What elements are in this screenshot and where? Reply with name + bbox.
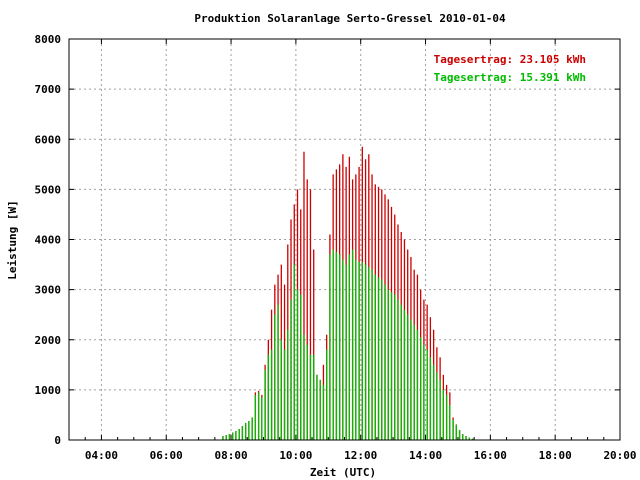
x-tick-label: 16:00 [474,449,507,462]
x-tick-label: 20:00 [603,449,636,462]
y-tick-label: 5000 [35,183,62,196]
y-tick-label: 3000 [35,284,62,297]
y-tick-label: 0 [54,434,61,447]
y-tick-label: 1000 [35,384,62,397]
x-tick-label: 06:00 [150,449,183,462]
axis-ticks: 0 1000 2000 3000 4000 5000 6000 7000 8000 04:00 06… [35,33,637,462]
x-tick-label: 18:00 [539,449,572,462]
x-tick-label: 10:00 [279,449,312,462]
x-tick-label: 04:00 [85,449,118,462]
x-tick-label: 12:00 [344,449,377,462]
x-tick-label: 14:00 [409,449,442,462]
legend-entry-1: Tagesertrag: 23.105 kWh [434,53,586,66]
y-tick-label: 6000 [35,133,62,146]
grid-lines [69,39,620,440]
x-axis-label: Zeit (UTC) [310,466,376,479]
y-tick-label: 7000 [35,83,62,96]
bar-series [222,146,474,440]
y-tick-label: 4000 [35,234,62,247]
y-tick-label: 8000 [35,33,62,46]
legend-entry-2: Tagesertrag: 15.391 kWh [434,71,586,84]
y-axis-label: Leistung [W] [6,200,19,279]
x-tick-label: 08:00 [214,449,247,462]
chart-title: Produktion Solaranlage Serto-Gressel 201… [194,12,506,25]
y-tick-label: 2000 [35,334,62,347]
